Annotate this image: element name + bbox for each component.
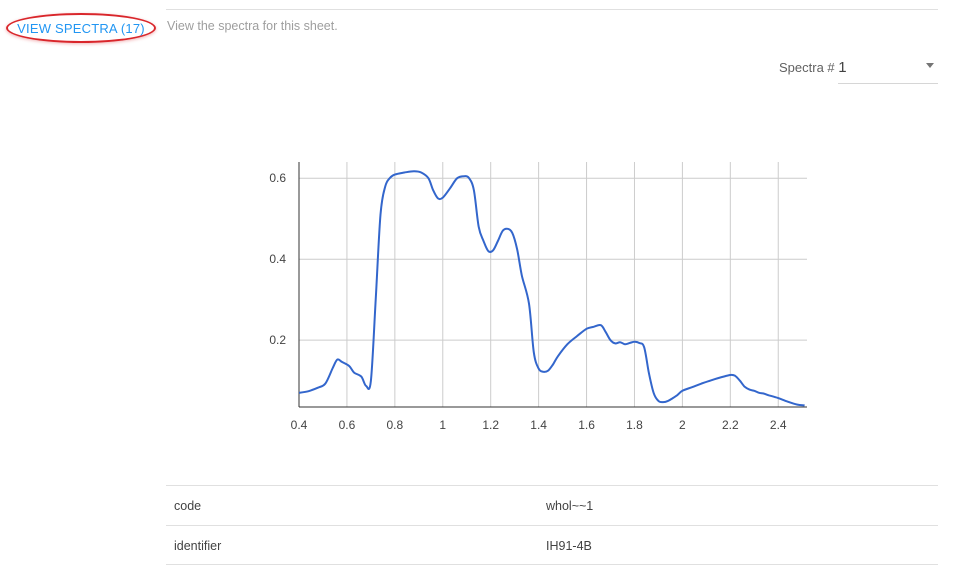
x-tick-label: 2.2 <box>722 418 739 432</box>
x-tick-label: 2.4 <box>770 418 787 432</box>
x-tick-label: 2 <box>679 418 686 432</box>
y-tick-label: 0.6 <box>269 171 286 185</box>
spectra-select-label: Spectra # 1 <box>779 59 847 76</box>
x-tick-label: 0.8 <box>387 418 404 432</box>
chart-axes <box>298 162 807 408</box>
view-spectra-button[interactable]: VIEW SPECTRA (17) <box>6 13 156 43</box>
x-tick-label: 1.4 <box>530 418 547 432</box>
chart-series <box>298 170 805 407</box>
spectra-selected-value: 1 <box>838 59 847 76</box>
spectra-select[interactable] <box>838 50 938 84</box>
table-row: identifier IH91-4B <box>166 525 938 565</box>
top-divider <box>166 9 938 10</box>
table-cell-key: code <box>174 499 202 513</box>
x-tick-labels: 0.4 0.6 0.8 1 1.2 1.4 1.6 1.8 2 2.2 2.4 <box>291 418 787 432</box>
y-tick-label: 0.2 <box>269 333 286 347</box>
y-tick-label: 0.4 <box>269 252 286 266</box>
view-spectra-label: VIEW SPECTRA (17) <box>17 20 145 36</box>
view-spectra-description: View the spectra for this sheet. <box>167 19 338 33</box>
dropdown-caret-icon[interactable] <box>926 63 934 68</box>
table-cell-value: whol~~1 <box>546 499 594 513</box>
table-cell-key: identifier <box>174 539 222 553</box>
x-tick-label: 1.6 <box>578 418 595 432</box>
series-line <box>298 170 805 407</box>
spectra-chart: 0.4 0.6 0.8 1 1.2 1.4 1.6 1.8 2 2.2 2.4 0.2 0.4 0.6 <box>269 162 807 432</box>
x-tick-label: 0.6 <box>339 418 356 432</box>
table-row: code whol~~1 <box>166 485 938 525</box>
y-tick-labels: 0.2 0.4 0.6 <box>269 171 286 347</box>
chart-grid <box>299 162 807 407</box>
table-cell-value: IH91-4B <box>546 539 592 553</box>
x-tick-label: 0.4 <box>291 418 308 432</box>
x-tick-label: 1.2 <box>482 418 499 432</box>
x-tick-label: 1 <box>439 418 446 432</box>
info-table: code whol~~1 identifier IH91-4B <box>166 485 938 565</box>
spectra-label-text: Spectra # <box>779 60 835 75</box>
x-tick-label: 1.8 <box>626 418 643 432</box>
